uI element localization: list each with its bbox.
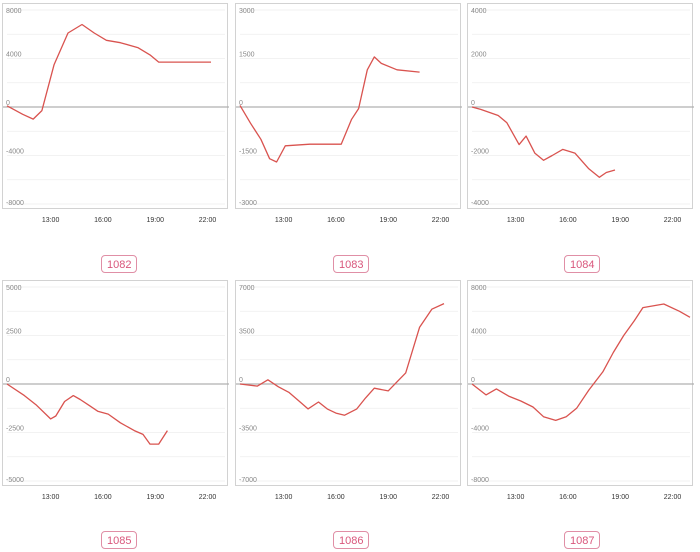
y-tick-label: 2500 [6, 329, 22, 336]
series-line [471, 106, 616, 178]
x-tick-label: 13:00 [42, 217, 60, 224]
y-tick-label: -2500 [6, 426, 24, 433]
y-tick-label: 2000 [471, 52, 487, 59]
x-tick-label: 13:00 [275, 217, 293, 224]
x-tick-label: 19:00 [146, 217, 164, 224]
y-tick-label: 0 [6, 377, 10, 384]
y-tick-label: 4000 [471, 329, 487, 336]
x-tick-label: 22:00 [199, 217, 217, 224]
chart-panel-1082: 8000 4000 0 -4000 -8000 13:00 16:00 19:00 22:00 [2, 3, 229, 224]
y-tick-label: 0 [471, 377, 475, 384]
chart-id-badge-1084[interactable]: 1084 [564, 255, 601, 273]
x-tick-label: 19:00 [146, 494, 164, 501]
x-tick-label: 13:00 [507, 217, 525, 224]
y-tick-label: -2000 [471, 149, 489, 156]
chart-id-badge-1087[interactable]: 1087 [564, 531, 601, 549]
chart-id-badge-1082[interactable]: 1082 [101, 255, 138, 273]
y-tick-label: -4000 [471, 426, 489, 433]
chart-panel-1083: 3000 1500 0 -1500 -3000 13:00 16:00 19:00 22:00 [235, 3, 462, 224]
chart-id-badge-1083[interactable]: 1083 [333, 255, 370, 273]
chart-id-badge-1086[interactable]: 1086 [333, 531, 370, 549]
y-tick-label: 3500 [239, 329, 255, 336]
x-tick-label: 19:00 [611, 494, 629, 501]
y-tick-label: 8000 [471, 285, 487, 292]
y-tick-label: 8000 [6, 8, 22, 15]
x-tick-label: 16:00 [94, 217, 112, 224]
line-chart-1085: 5000 2500 0 -2500 -5000 13:00 16:00 19:00 22:00 [3, 285, 229, 501]
x-tick-label: 22:00 [664, 494, 682, 501]
x-tick-label: 13:00 [275, 494, 293, 501]
y-tick-label: -4000 [6, 149, 24, 156]
chart-panel-1086: 7000 3500 0 -3500 -7000 13:00 16:00 19:00 22:00 [235, 280, 462, 501]
x-tick-label: 22:00 [664, 217, 682, 224]
chart-id-badge-1085[interactable]: 1085 [101, 531, 138, 549]
x-tick-label: 13:00 [507, 494, 525, 501]
y-tick-label: 0 [239, 100, 243, 107]
line-chart-1082: 8000 4000 0 -4000 -8000 13:00 16:00 19:00 22:00 [3, 8, 229, 224]
y-tick-label: 4000 [471, 8, 487, 15]
y-tick-label: -3000 [239, 200, 257, 207]
x-tick-label: 19:00 [611, 217, 629, 224]
x-tick-label: 16:00 [559, 494, 577, 501]
x-tick-label: 16:00 [327, 494, 345, 501]
y-tick-label: -1500 [239, 149, 257, 156]
line-chart-1084: 4000 2000 0 -2000 -4000 13:00 16:00 19:00 22:00 [468, 8, 694, 224]
y-tick-label: 0 [239, 377, 243, 384]
x-tick-label: 22:00 [199, 494, 217, 501]
x-tick-label: 22:00 [432, 217, 450, 224]
line-chart-1086: 7000 3500 0 -3500 -7000 13:00 16:00 19:00 22:00 [236, 285, 462, 501]
line-chart-1083: 3000 1500 0 -1500 -3000 13:00 16:00 19:00 22:00 [236, 8, 462, 224]
y-tick-label: 7000 [239, 285, 255, 292]
y-tick-label: -7000 [239, 477, 257, 484]
y-tick-label: 4000 [6, 52, 22, 59]
series-line [239, 56, 420, 163]
y-tick-label: 5000 [6, 285, 22, 292]
series-line [471, 303, 691, 422]
y-tick-label: -8000 [6, 200, 24, 207]
line-chart-1087: 8000 4000 0 -4000 -8000 13:00 16:00 19:00 22:00 [468, 285, 694, 501]
y-tick-label: -5000 [6, 477, 24, 484]
y-tick-label: 0 [6, 100, 10, 107]
series-line [239, 303, 445, 416]
y-tick-label: -4000 [471, 200, 489, 207]
x-tick-label: 16:00 [327, 217, 345, 224]
chart-panel-1087: 8000 4000 0 -4000 -8000 13:00 16:00 19:00 22:00 [467, 280, 694, 501]
y-tick-label: 0 [471, 100, 475, 107]
x-tick-label: 13:00 [42, 494, 60, 501]
chart-panel-1084: 4000 2000 0 -2000 -4000 13:00 16:00 19:00 22:00 [467, 3, 694, 224]
x-tick-label: 16:00 [94, 494, 112, 501]
series-line [6, 383, 168, 445]
y-tick-label: -8000 [471, 477, 489, 484]
series-line [6, 23, 211, 120]
x-tick-label: 19:00 [379, 217, 397, 224]
x-tick-label: 16:00 [559, 217, 577, 224]
y-tick-label: 1500 [239, 52, 255, 59]
y-tick-label: -3500 [239, 426, 257, 433]
y-tick-label: 3000 [239, 8, 255, 15]
x-tick-label: 19:00 [379, 494, 397, 501]
x-tick-label: 22:00 [432, 494, 450, 501]
chart-panel-1085: 5000 2500 0 -2500 -5000 13:00 16:00 19:00 22:00 [2, 280, 229, 501]
